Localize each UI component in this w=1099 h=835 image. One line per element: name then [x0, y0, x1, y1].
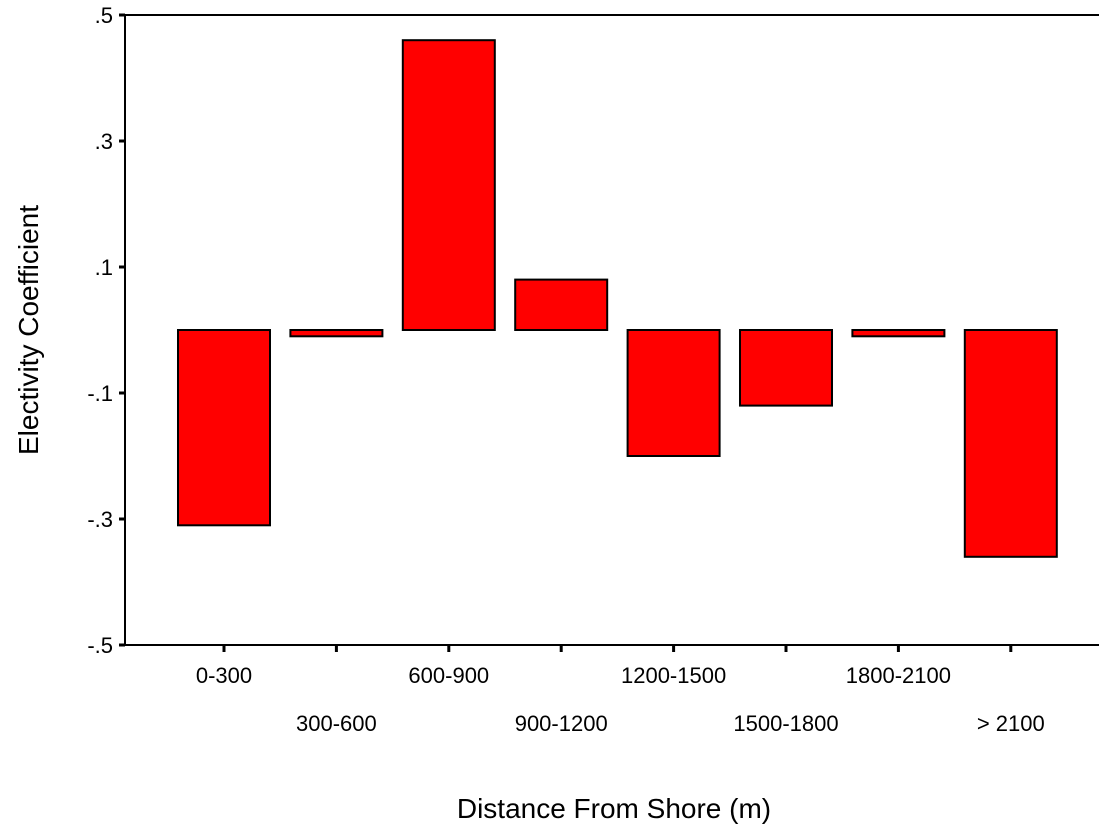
bar-900-1200 [514, 278, 609, 332]
bar-300-600 [289, 329, 384, 338]
bar-1500-1800 [739, 329, 833, 407]
bar-600-900 [401, 39, 496, 331]
x-axis-title: Distance From Shore (m) [457, 793, 771, 824]
y-tick-label: .5 [95, 3, 113, 28]
x-tick-label: 1200-1500 [621, 663, 726, 688]
y-ticks-group: .5 .3 .1 -.1 -.3 -.5 [87, 3, 125, 658]
y-axis-title: Electivity Coefficient [13, 205, 44, 455]
y-tick-label: -.3 [87, 507, 113, 532]
x-tick-label: 300-600 [296, 711, 377, 736]
x-ticks-group: 0-300 300-600 600-900 900-1200 1200-1500 1500… [196, 645, 1045, 736]
y-tick-label: .3 [95, 129, 113, 154]
bar-0-300 [177, 329, 271, 527]
x-tick-label: 1500-1800 [733, 711, 838, 736]
x-tick-label: 600-900 [408, 663, 489, 688]
x-tick-label: > 2100 [977, 711, 1045, 736]
x-tick-label: 900-1200 [515, 711, 608, 736]
y-tick-label: -.1 [87, 381, 113, 406]
x-tick-label: 1800-2100 [846, 663, 951, 688]
axes-group [124, 14, 1099, 646]
bar-1800-2100 [851, 329, 946, 338]
y-tick-label: -.5 [87, 633, 113, 658]
bar-1200-1500 [626, 329, 721, 457]
bars-group [177, 39, 1058, 558]
x-tick-label: 0-300 [196, 663, 252, 688]
y-tick-label: .1 [95, 255, 113, 280]
bar-2100 [963, 329, 1058, 558]
